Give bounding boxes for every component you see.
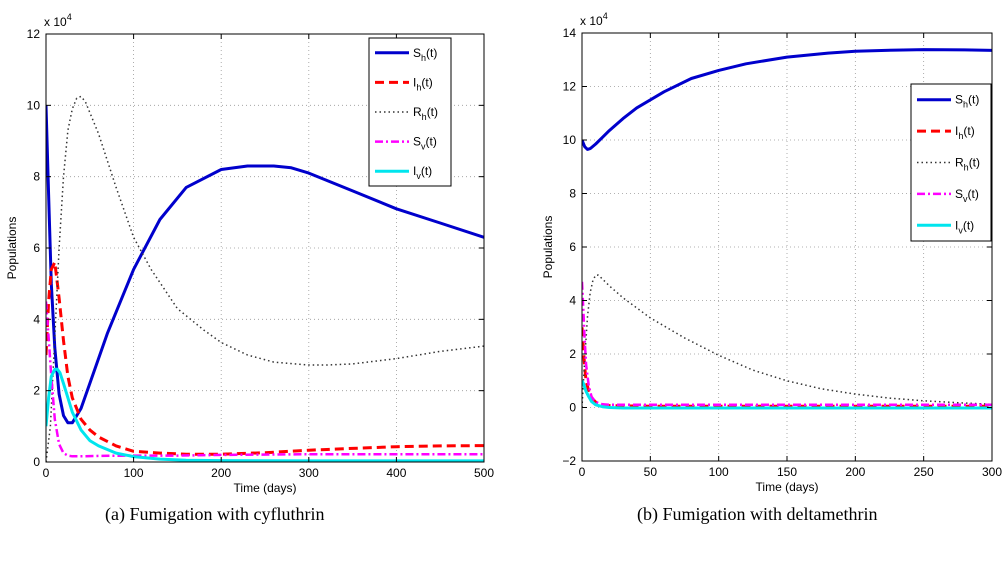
x-tick-label: 200 — [845, 465, 865, 479]
y-exponent-label: x 104 — [44, 12, 72, 29]
series-line-ih — [582, 327, 992, 408]
y-tick-label: 14 — [563, 26, 577, 40]
x-tick-label: 500 — [474, 466, 494, 480]
series-line-ih — [46, 260, 484, 456]
legend-label: Rh(t) — [413, 105, 438, 122]
legend-label: Ih(t) — [413, 75, 433, 92]
legend-label: Sv(t) — [413, 135, 437, 152]
y-tick-label: 0 — [33, 455, 40, 469]
caption-a: (a) Fumigation with cyfluthrin — [105, 504, 325, 524]
legend-label: Sv(t) — [955, 187, 979, 204]
y-tick-label: 2 — [569, 347, 576, 361]
x-tick-label: 300 — [982, 465, 1002, 479]
x-tick-label: 0 — [579, 465, 586, 479]
y-tick-label: 4 — [569, 294, 576, 308]
x-tick-label: 100 — [709, 465, 729, 479]
legend-label: Ih(t) — [955, 124, 975, 141]
y-axis-label: Populations — [541, 216, 555, 279]
chart-cyfluthrin: 0 100 200 300 400 500 0 2 4 6 8 10 12x 104 Time (days… — [5, 12, 494, 495]
x-tick-label: 0 — [43, 466, 50, 480]
y-tick-label: 12 — [563, 80, 577, 94]
y-exponent-power: 4 — [603, 11, 608, 21]
x-tick-label: 250 — [914, 465, 934, 479]
x-tick-label: 300 — [299, 466, 319, 480]
legend-label: Rh(t) — [955, 156, 980, 173]
legend-label: Iv(t) — [413, 164, 432, 181]
y-tick-label: 12 — [27, 27, 41, 41]
y-exponent-label: x 104 — [580, 11, 608, 28]
x-tick-label: 50 — [644, 465, 658, 479]
series-line-rh — [46, 95, 484, 462]
y-tick-label: 4 — [33, 312, 40, 326]
caption-b: (b) Fumigation with deltamethrin — [637, 504, 878, 524]
series-line-sv — [46, 301, 484, 458]
x-tick-label: 400 — [386, 466, 406, 480]
y-tick-label: 8 — [569, 187, 576, 201]
legend-box — [368, 37, 452, 187]
series-line-rh — [582, 274, 992, 408]
x-axis-label: Time (days) — [234, 481, 297, 495]
y-tick-label: −2 — [562, 454, 576, 468]
y-tick-label: 2 — [33, 384, 40, 398]
legend-label: Iv(t) — [955, 218, 974, 235]
x-axis-label: Time (days) — [756, 480, 819, 494]
series-line-sh — [582, 48, 992, 151]
series-line-sh — [46, 105, 484, 425]
x-tick-label: 150 — [777, 465, 797, 479]
y-tick-label: 6 — [33, 241, 40, 255]
legend-label: Sh(t) — [413, 46, 437, 63]
y-exponent-power: 4 — [67, 12, 72, 22]
x-tick-label: 200 — [211, 466, 231, 480]
series-line-iv — [582, 380, 992, 410]
y-tick-label: 6 — [569, 240, 576, 254]
series-line-iv — [46, 367, 484, 462]
y-tick-label: 10 — [563, 133, 577, 147]
y-tick-label: 10 — [27, 98, 41, 112]
y-tick-label: 0 — [569, 401, 576, 415]
legend-box — [910, 83, 992, 242]
y-axis-label: Populations — [5, 217, 19, 280]
legend-label: Sh(t) — [955, 93, 979, 110]
y-tick-label: 8 — [33, 170, 40, 184]
x-tick-label: 100 — [124, 466, 144, 480]
